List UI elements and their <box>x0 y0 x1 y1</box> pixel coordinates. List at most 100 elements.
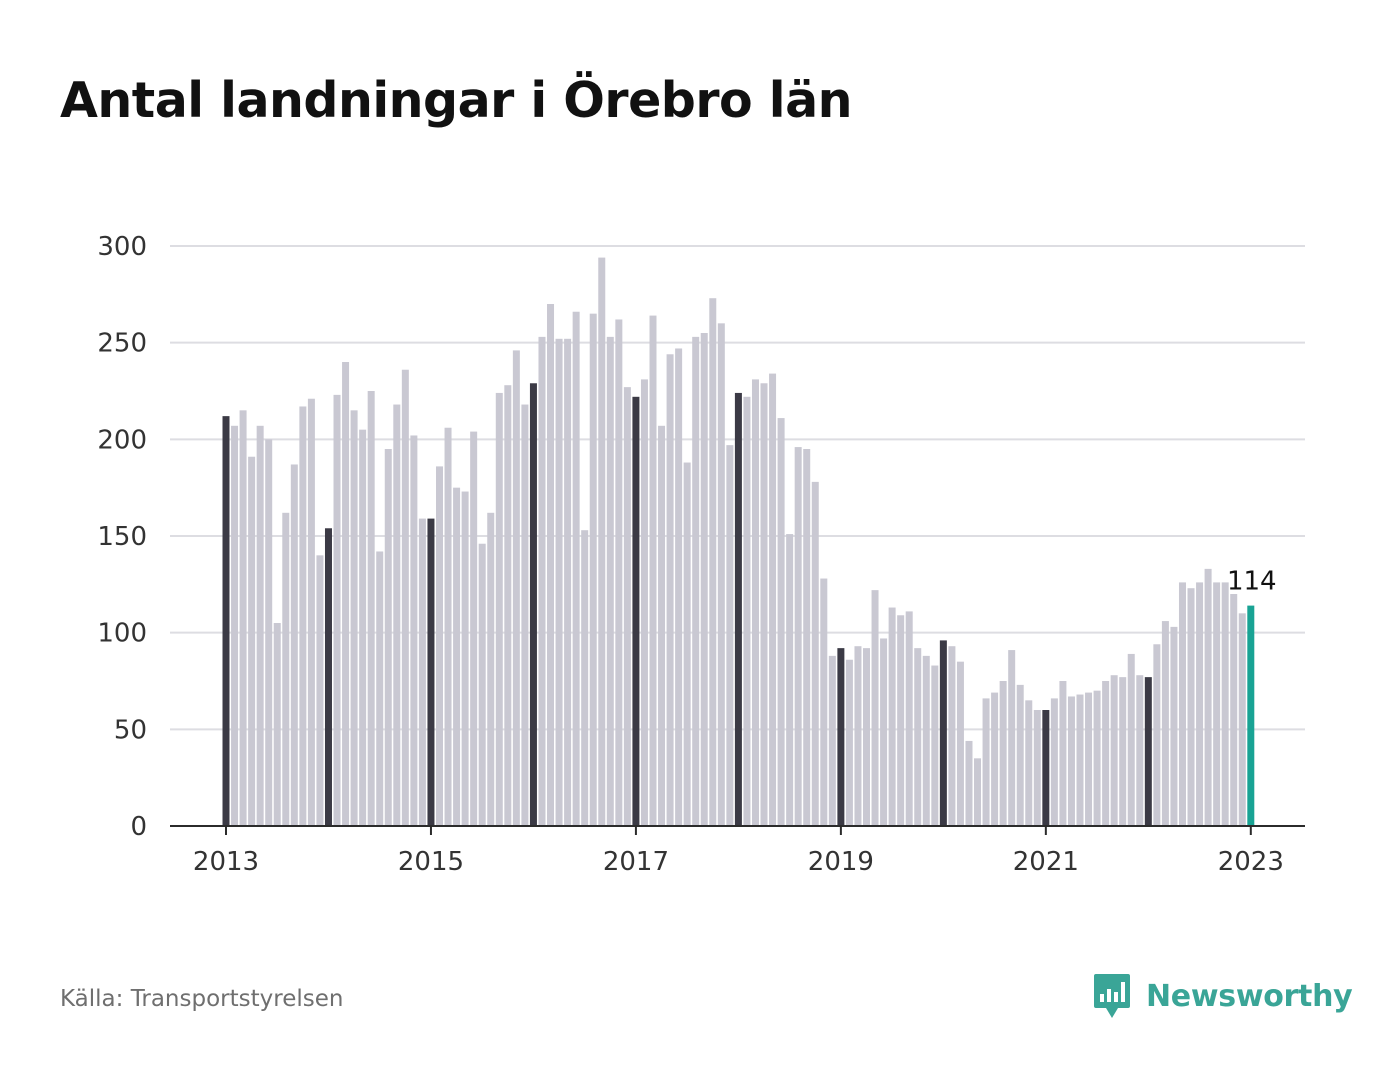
brand-name: Newsworthy <box>1146 978 1353 1014</box>
bar <box>572 311 580 827</box>
bar <box>905 611 913 826</box>
bar <box>794 447 802 826</box>
bar <box>1187 588 1195 826</box>
bar <box>717 323 725 826</box>
bar <box>939 640 947 826</box>
bar <box>615 319 623 826</box>
x-tick-label: 2023 <box>1218 847 1284 877</box>
brand-logo[interactable]: Newsworthy <box>1092 972 1353 1020</box>
bar <box>589 313 597 826</box>
bar <box>376 551 384 826</box>
bar <box>453 487 461 826</box>
bar <box>948 646 956 826</box>
x-tick-label: 2017 <box>603 847 669 877</box>
bar <box>487 512 495 826</box>
bar <box>623 387 631 826</box>
bar <box>803 449 811 826</box>
bar <box>632 396 640 826</box>
latest-value-label: 114 <box>1227 567 1277 597</box>
bar <box>299 406 307 826</box>
bar <box>350 410 358 826</box>
bar <box>529 383 537 826</box>
bar <box>333 394 341 826</box>
bar <box>863 648 870 826</box>
source-note: Källa: Transportstyrelsen <box>60 986 344 1012</box>
bar <box>290 464 298 826</box>
bar <box>956 661 964 826</box>
bar <box>828 655 836 826</box>
bar <box>1161 621 1169 826</box>
x-tick-label: 2021 <box>1013 847 1079 877</box>
x-tick-label: 2013 <box>193 847 259 877</box>
bar <box>1230 594 1238 826</box>
bar <box>931 665 939 826</box>
bar <box>307 398 315 826</box>
bar <box>461 491 469 826</box>
y-tick-label: 150 <box>97 522 147 552</box>
bar <box>649 315 657 826</box>
bar <box>751 379 759 826</box>
bar <box>845 659 853 826</box>
bar <box>248 456 256 826</box>
x-tick-label: 2015 <box>398 847 464 877</box>
bar <box>1238 613 1246 826</box>
y-tick-label: 100 <box>97 619 147 649</box>
bar <box>359 429 367 826</box>
bar <box>922 655 930 826</box>
x-axis: 2013 2015 2017 2019 2021 2023 <box>170 825 1305 877</box>
bar <box>999 681 1007 826</box>
bar <box>581 530 589 826</box>
bar <box>512 350 520 826</box>
x-tick-label: 2019 <box>808 847 874 877</box>
y-tick-label: 250 <box>97 329 147 359</box>
bar <box>1008 650 1016 826</box>
bars <box>222 257 1255 827</box>
bar <box>256 425 264 826</box>
bar <box>470 431 478 826</box>
bar <box>991 692 999 826</box>
bar <box>444 427 452 826</box>
bar <box>1213 582 1221 826</box>
bar <box>982 698 990 826</box>
y-axis-labels: 0 50 100 150 200 250 300 <box>97 232 147 842</box>
bar <box>367 391 375 826</box>
bar <box>871 590 879 826</box>
bar-latest <box>1247 605 1255 826</box>
bar <box>726 445 734 826</box>
bar <box>640 379 648 826</box>
bar <box>1033 710 1041 826</box>
bar <box>880 638 888 826</box>
bar <box>683 462 691 826</box>
bar <box>769 373 777 826</box>
bar <box>606 336 614 826</box>
bar <box>1221 582 1229 826</box>
bar <box>760 383 768 826</box>
y-tick-label: 200 <box>97 425 147 455</box>
bar <box>897 615 905 826</box>
bar <box>222 416 230 826</box>
bar <box>564 338 572 826</box>
bar <box>555 338 563 826</box>
bar <box>1127 653 1135 826</box>
bar <box>837 648 845 826</box>
bar <box>1067 696 1075 826</box>
bar <box>965 740 973 826</box>
annotations: 114 <box>1227 567 1277 597</box>
bar <box>1110 675 1118 826</box>
chart-title: Antal landningar i Örebro län <box>60 72 853 129</box>
bar <box>1196 582 1204 826</box>
newsworthy-logo-icon <box>1094 974 1130 1018</box>
bar <box>820 578 828 826</box>
bar <box>393 404 401 826</box>
bar <box>324 528 332 826</box>
bar <box>1085 692 1093 826</box>
bar <box>478 543 486 826</box>
bar <box>854 646 862 826</box>
bar <box>1025 700 1033 826</box>
bar <box>700 333 708 826</box>
bar <box>1016 684 1024 826</box>
bar <box>734 392 742 826</box>
bar <box>418 518 426 826</box>
bar <box>1042 710 1050 826</box>
